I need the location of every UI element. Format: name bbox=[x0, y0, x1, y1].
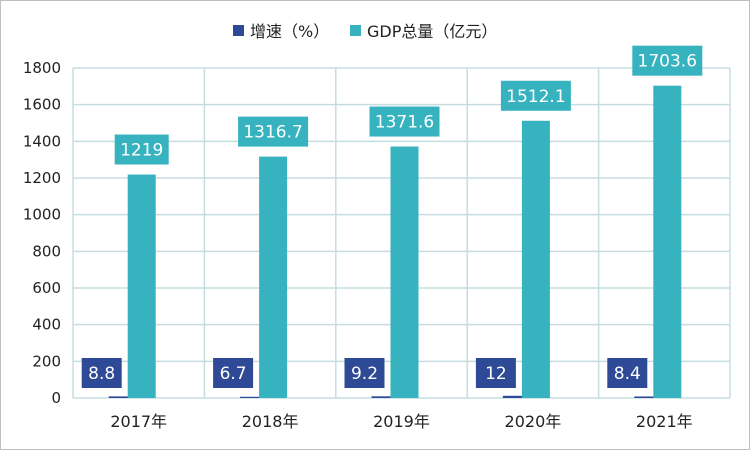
legend-label-gdp: GDP总量（亿元） bbox=[367, 22, 497, 41]
bar-growth-label: 12 bbox=[485, 364, 507, 384]
x-category-label: 2019年 bbox=[373, 412, 430, 431]
bar-gdp-label: 1219 bbox=[120, 141, 163, 161]
bar-gdp bbox=[390, 146, 419, 398]
bar-gdp-label-box bbox=[114, 134, 169, 165]
bar-gdp-label: 1512.1 bbox=[506, 87, 565, 107]
bar-gdp bbox=[521, 120, 550, 398]
bar-growth-label-box bbox=[81, 358, 122, 388]
bar-growth-label-box bbox=[213, 358, 254, 388]
x-category-label: 2018年 bbox=[242, 412, 299, 431]
bar-gdp bbox=[653, 85, 682, 398]
legend-label-growth: 增速（%） bbox=[250, 22, 329, 41]
bar-growth bbox=[502, 395, 525, 398]
bar-growth bbox=[108, 396, 131, 398]
bar-gdp-label-box bbox=[238, 116, 309, 147]
bar-growth bbox=[371, 396, 394, 398]
legend-swatch-gdp bbox=[350, 25, 361, 36]
bar-gdp-label-box bbox=[369, 106, 440, 137]
y-tick-label: 0 bbox=[51, 389, 61, 407]
y-tick-label: 1400 bbox=[23, 132, 61, 150]
y-tick-label: 1000 bbox=[23, 206, 61, 224]
y-tick-label: 1800 bbox=[23, 59, 61, 77]
bar-growth-label: 8.8 bbox=[88, 364, 115, 384]
y-tick-label: 800 bbox=[32, 242, 61, 260]
bar-growth bbox=[240, 396, 263, 398]
bar-gdp-label-box bbox=[632, 45, 703, 76]
y-tick-label: 600 bbox=[32, 279, 61, 297]
bar-growth bbox=[634, 396, 657, 398]
bar-growth-label-box bbox=[607, 358, 648, 388]
bar-growth-label-box bbox=[344, 358, 385, 388]
x-category-label: 2017年 bbox=[110, 412, 167, 431]
bar-growth-label-box bbox=[475, 358, 516, 388]
bar-gdp-label: 1371.6 bbox=[375, 113, 434, 133]
bar-gdp-label: 1316.7 bbox=[243, 123, 302, 143]
x-category-label: 2020年 bbox=[505, 412, 562, 431]
y-tick-label: 200 bbox=[32, 352, 61, 370]
y-tick-label: 1200 bbox=[23, 169, 61, 187]
bar-growth-label: 9.2 bbox=[351, 364, 378, 384]
bar-gdp-label-box bbox=[500, 80, 571, 111]
bar-growth-label: 6.7 bbox=[220, 364, 247, 384]
bar-gdp bbox=[127, 174, 156, 398]
bar-gdp bbox=[259, 156, 288, 398]
x-category-label: 2021年 bbox=[636, 412, 693, 431]
bar-gdp-label: 1703.6 bbox=[638, 52, 697, 72]
legend-swatch-growth bbox=[233, 25, 244, 36]
y-tick-label: 400 bbox=[32, 316, 61, 334]
bar-growth-label: 8.4 bbox=[614, 364, 641, 384]
y-tick-label: 1600 bbox=[23, 96, 61, 114]
